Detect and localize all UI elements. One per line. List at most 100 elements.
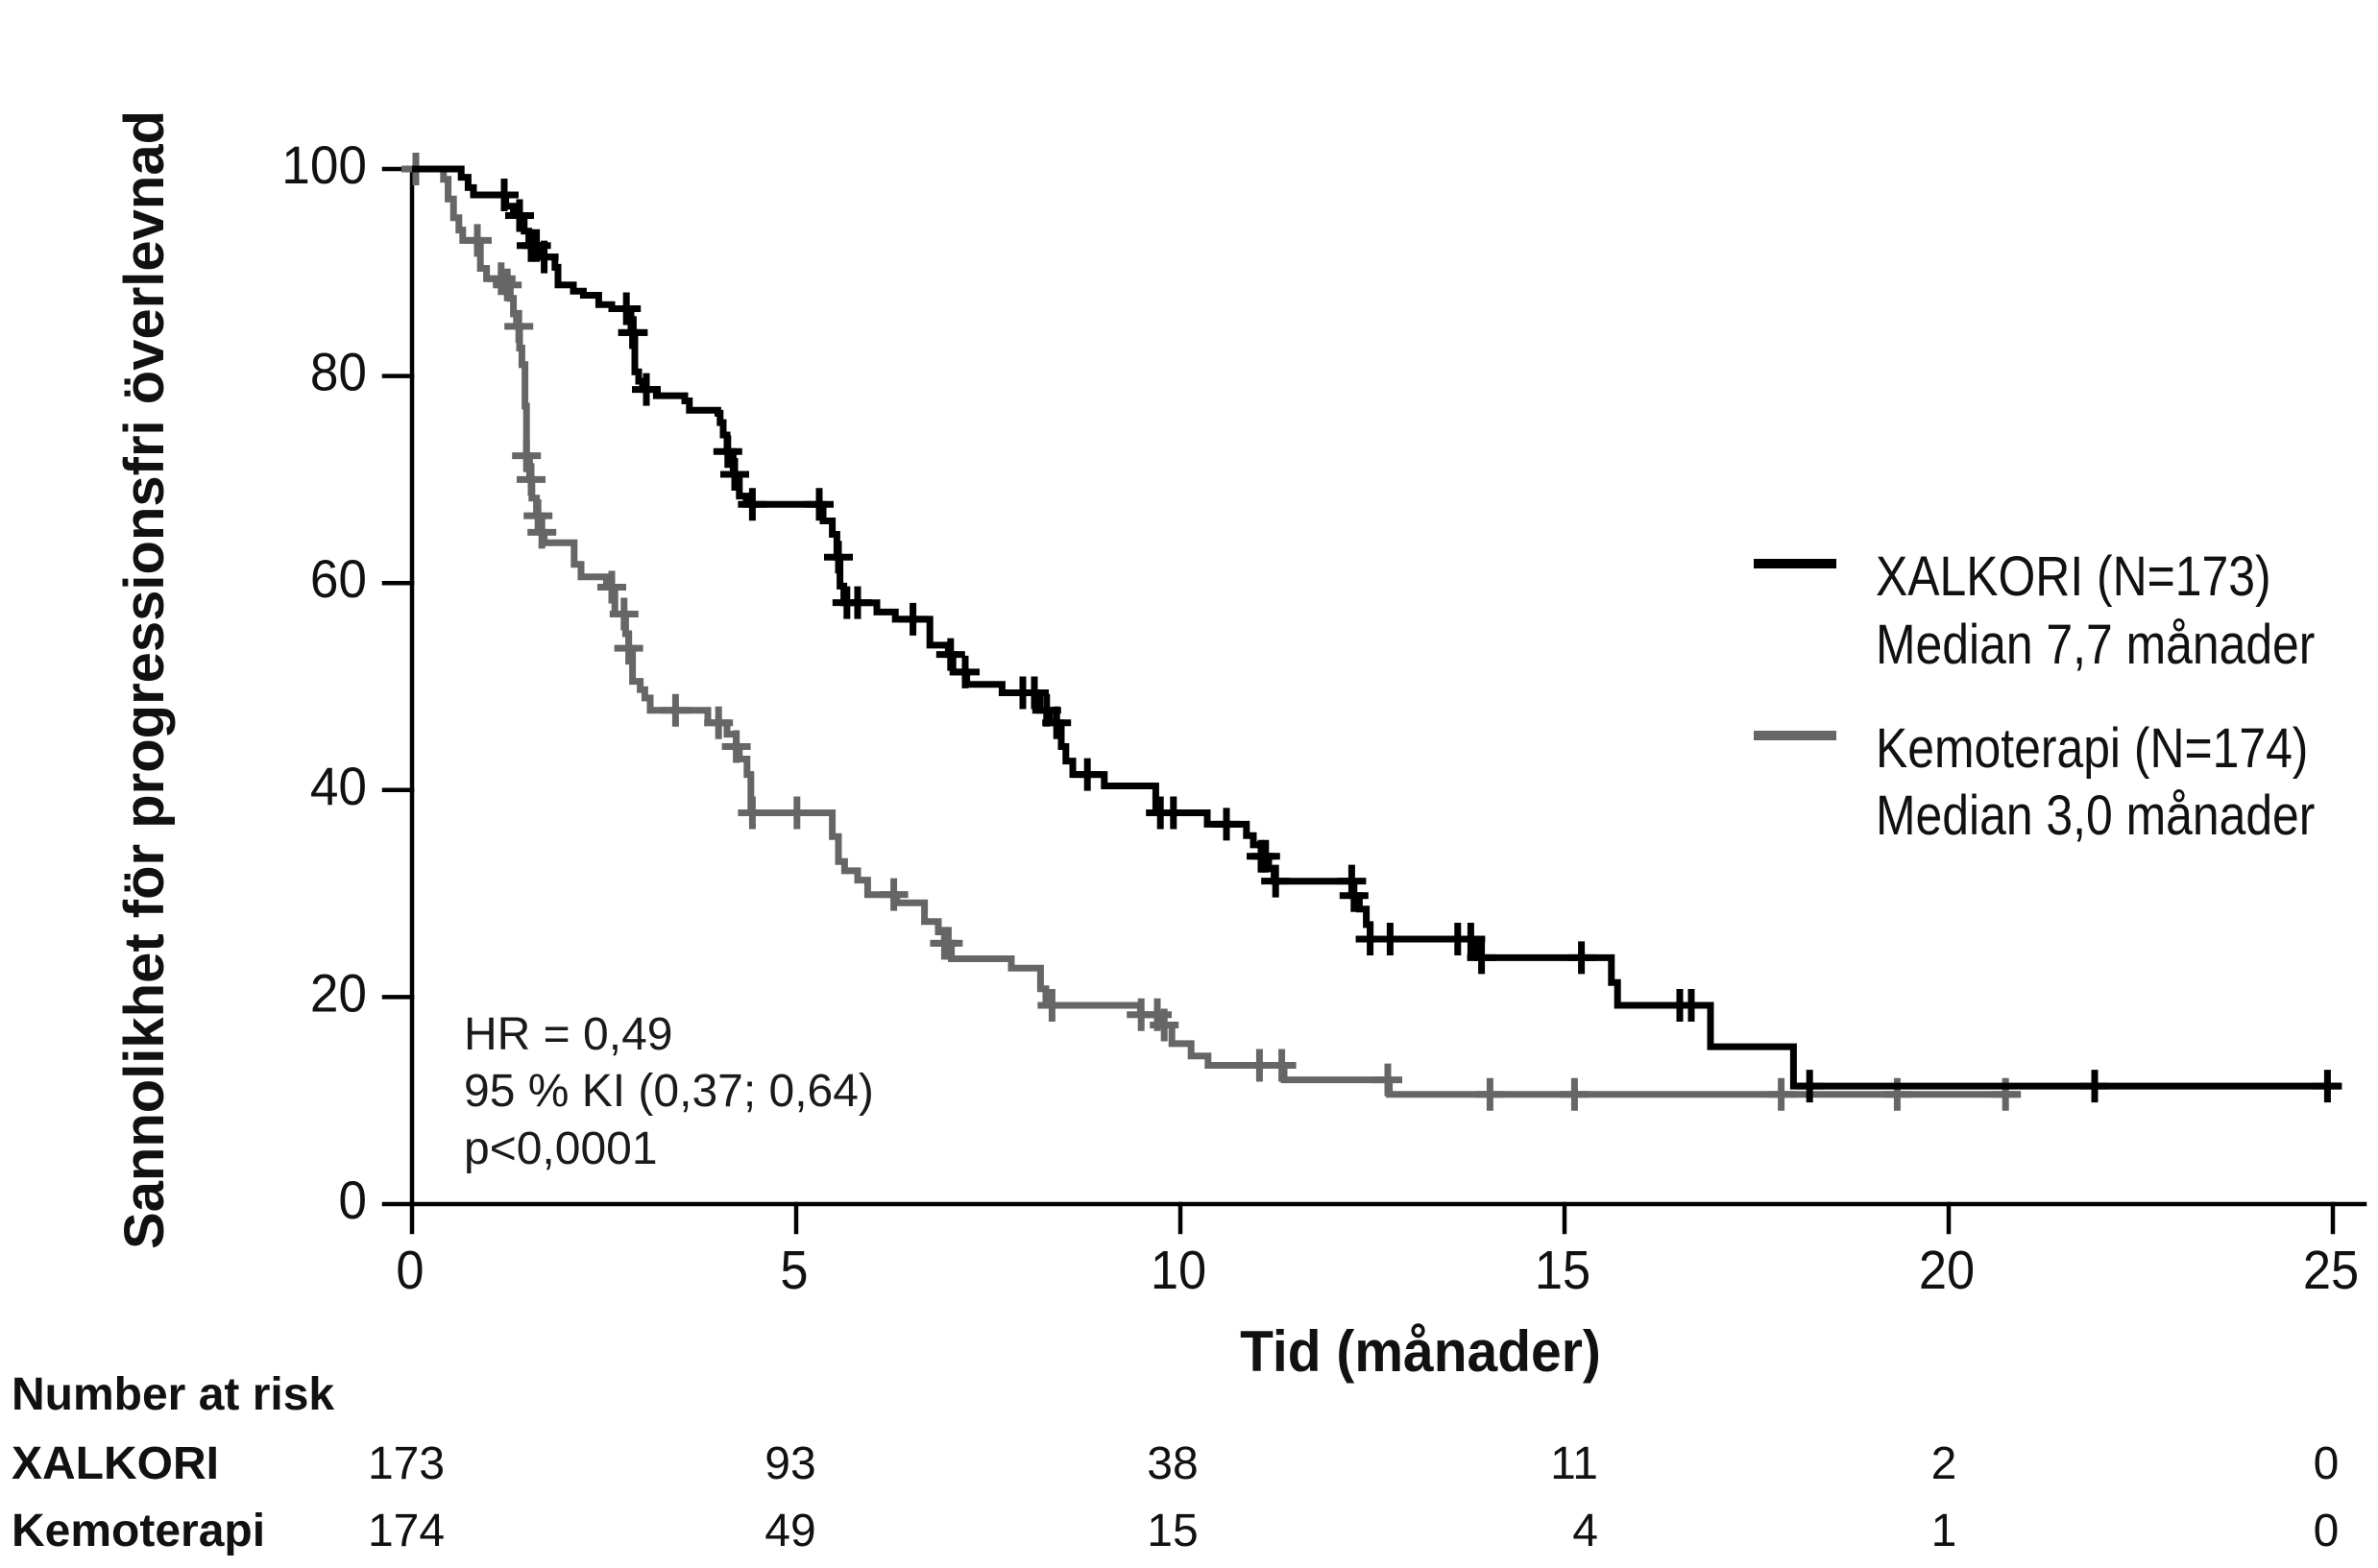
risk-count: 0 <box>2314 1438 2340 1489</box>
x-tick-label: 15 <box>1535 1239 1590 1301</box>
p-value-text: p<0,0001 <box>464 1123 658 1174</box>
censor-mark <box>1212 808 1241 841</box>
censor-mark <box>738 796 767 830</box>
censor-mark <box>609 597 639 631</box>
censor-mark <box>2080 1070 2109 1103</box>
censor-mark <box>1375 923 1405 956</box>
censor-mark <box>805 488 834 521</box>
censor-mark <box>1339 879 1369 912</box>
risk-count: 2 <box>1931 1438 1957 1489</box>
censor-mark <box>1150 1008 1179 1042</box>
risk-count: 174 <box>368 1506 445 1556</box>
risk-row-label-xalkori: XALKORI <box>12 1438 219 1489</box>
censor-mark <box>1042 706 1072 739</box>
risk-table-title: Number at risk <box>12 1369 334 1420</box>
censor-mark <box>661 693 691 727</box>
censor-mark <box>612 292 642 326</box>
censor-mark <box>1261 864 1291 898</box>
risk-count: 93 <box>764 1438 815 1489</box>
censor-mark <box>1037 989 1067 1023</box>
risk-count: 4 <box>1572 1506 1598 1556</box>
legend-median-kemoterapi: Median 3,0 månader <box>1876 785 2315 847</box>
y-tick-label: 100 <box>281 135 367 196</box>
censor-mark <box>1566 941 1596 975</box>
legend: XALKORI (N=173) Median 7,7 månader Kemot… <box>1754 546 2315 847</box>
censor-mark <box>1267 1049 1297 1082</box>
survival-curves <box>401 153 2342 1111</box>
censor-mark <box>1467 941 1496 975</box>
censor-mark <box>597 570 626 604</box>
censor-mark <box>517 463 546 496</box>
censor-mark <box>619 316 648 350</box>
censor-mark <box>1795 1070 1825 1103</box>
legend-label-kemoterapi: Kemoterapi (N=174) <box>1876 718 2308 780</box>
risk-values: 173 93 38 11 2 0 174 49 15 4 1 0 <box>368 1438 2339 1556</box>
censor-mark <box>523 499 553 533</box>
censor-mark <box>951 655 980 688</box>
censor-mark <box>614 632 643 665</box>
km-curve-kemoterapi <box>412 165 2022 1098</box>
series-kemoterapi <box>401 153 2022 1111</box>
censor-mark <box>632 373 661 406</box>
censor-mark <box>1677 989 1706 1023</box>
censor-mark <box>527 516 557 549</box>
censor-mark <box>504 309 534 343</box>
hazard-ratio-text: HR = 0,49 <box>464 1009 672 1060</box>
y-tick-label: 40 <box>310 757 367 817</box>
x-axis-label: Tid (månader) <box>1240 1320 1601 1385</box>
legend-median-xalkori: Median 7,7 månader <box>1876 615 2315 676</box>
x-tick-label: 5 <box>780 1239 808 1301</box>
censor-mark <box>934 927 963 960</box>
censor-mark <box>1766 1077 1796 1111</box>
x-tick-label: 0 <box>396 1239 424 1301</box>
y-tick-label: 0 <box>338 1170 367 1231</box>
y-tick-label: 20 <box>310 963 367 1024</box>
censor-mark <box>1250 839 1280 873</box>
series-xalkori <box>412 165 2342 1103</box>
y-axis-label: Sannolikhet för progressionsfri överlevn… <box>113 110 176 1249</box>
censor-mark <box>935 638 965 671</box>
censor-mark <box>738 488 767 521</box>
censor-mark <box>512 439 542 472</box>
x-tick-label: 20 <box>1919 1239 1975 1301</box>
risk-count: 49 <box>764 1506 815 1556</box>
risk-count: 15 <box>1147 1506 1198 1556</box>
risk-count: 0 <box>2314 1506 2340 1556</box>
risk-row-label-kemoterapi: Kemoterapi <box>12 1506 265 1556</box>
censor-mark <box>486 262 516 296</box>
censor-mark <box>843 586 872 619</box>
y-tick-label: 60 <box>310 549 367 610</box>
censor-mark <box>490 178 519 211</box>
legend-label-xalkori: XALKORI (N=173) <box>1876 546 2271 608</box>
stats-annotation: HR = 0,49 95 % KI (0,37; 0,64) p<0,0001 <box>464 1009 874 1174</box>
censor-mark <box>720 458 749 492</box>
censor-mark <box>879 878 909 911</box>
y-tick-label: 80 <box>310 342 367 402</box>
risk-count: 38 <box>1147 1438 1198 1489</box>
censor-mark <box>1560 1077 1589 1111</box>
censor-mark <box>713 435 742 469</box>
censor-mark <box>898 602 928 636</box>
censor-mark <box>824 541 853 574</box>
censor-mark <box>1073 758 1103 791</box>
censor-mark <box>493 268 522 302</box>
risk-table: Number at risk XALKORI Kemoterapi 173 93 3… <box>12 1369 2339 1556</box>
censor-mark <box>505 199 534 232</box>
censor-mark <box>1373 1063 1402 1097</box>
risk-count: 1 <box>1931 1506 1957 1556</box>
censor-mark <box>704 706 734 739</box>
censor-mark <box>1475 1077 1505 1111</box>
x-tick-label: 10 <box>1151 1239 1206 1301</box>
risk-count: 11 <box>1550 1438 1598 1489</box>
censor-mark <box>2313 1070 2342 1103</box>
x-tick-label: 25 <box>2303 1239 2359 1301</box>
censor-mark <box>782 796 812 830</box>
censor-mark <box>721 730 751 763</box>
censor-mark <box>463 224 492 257</box>
risk-count: 173 <box>368 1438 445 1489</box>
censor-mark <box>1020 676 1049 710</box>
censor-mark <box>1456 923 1486 956</box>
censor-mark <box>1158 796 1188 830</box>
censor-mark <box>529 240 559 274</box>
